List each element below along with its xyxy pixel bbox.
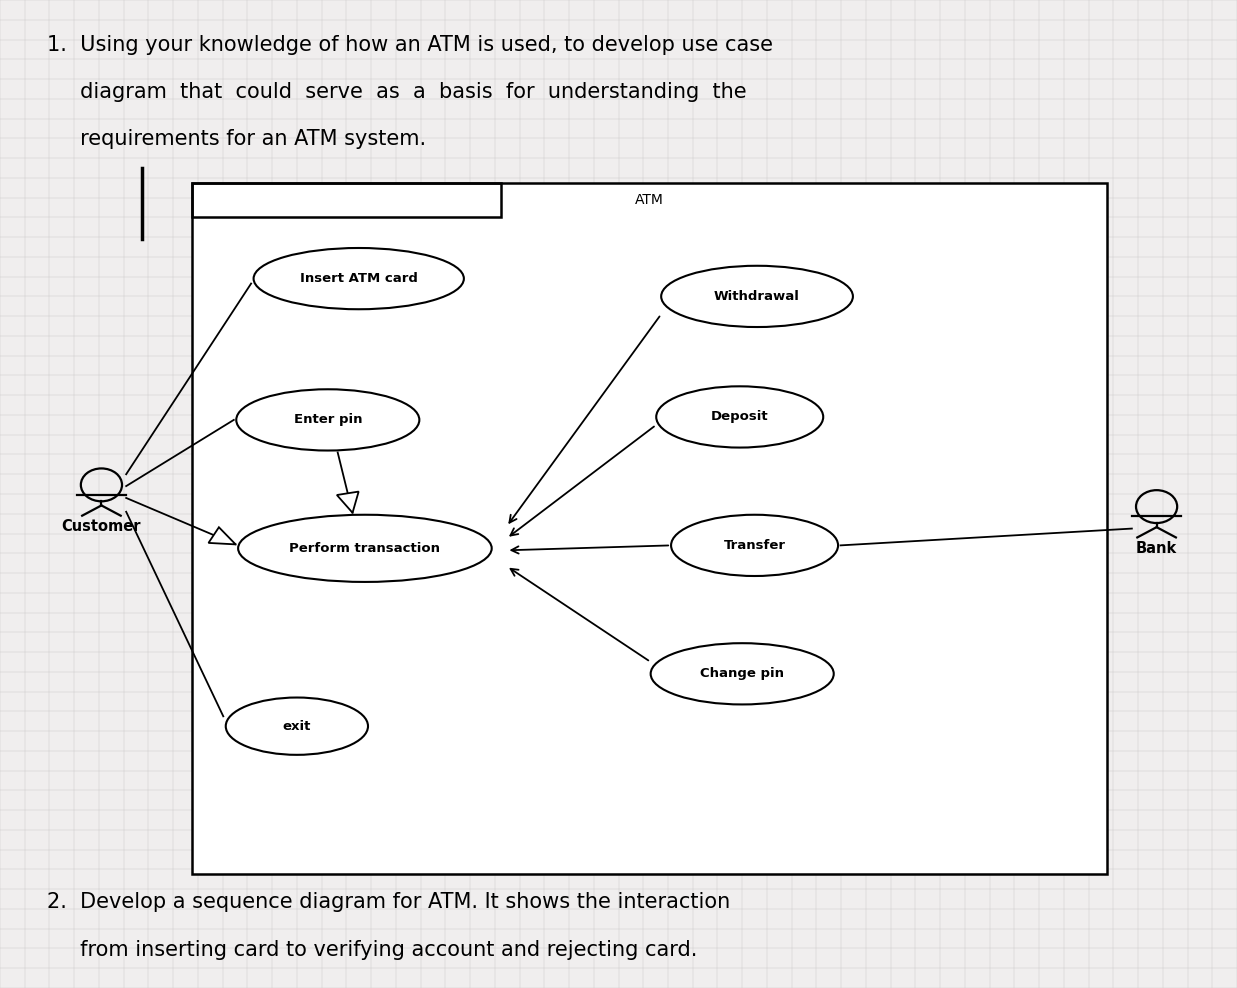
Ellipse shape	[656, 386, 824, 448]
Text: Enter pin: Enter pin	[293, 413, 362, 427]
Polygon shape	[336, 492, 359, 513]
Text: Change pin: Change pin	[700, 667, 784, 681]
Ellipse shape	[225, 698, 369, 755]
Ellipse shape	[670, 515, 837, 576]
Text: from inserting card to verifying account and rejecting card.: from inserting card to verifying account…	[47, 940, 698, 959]
Ellipse shape	[254, 248, 464, 309]
Ellipse shape	[238, 515, 491, 582]
Text: Deposit: Deposit	[711, 410, 768, 424]
Text: Bank: Bank	[1136, 541, 1178, 556]
Ellipse shape	[661, 266, 852, 327]
Text: requirements for an ATM system.: requirements for an ATM system.	[47, 129, 426, 149]
Ellipse shape	[651, 643, 834, 704]
Text: Insert ATM card: Insert ATM card	[299, 272, 418, 286]
Text: Withdrawal: Withdrawal	[714, 289, 800, 303]
Ellipse shape	[236, 389, 419, 451]
Text: exit: exit	[283, 719, 310, 733]
Text: 1.  Using your knowledge of how an ATM is used, to develop use case: 1. Using your knowledge of how an ATM is…	[47, 35, 773, 54]
Text: Perform transaction: Perform transaction	[289, 541, 440, 555]
Text: diagram  that  could  serve  as  a  basis  for  understanding  the: diagram that could serve as a basis for …	[47, 82, 747, 102]
Polygon shape	[209, 528, 235, 544]
Text: Customer: Customer	[62, 520, 141, 535]
FancyBboxPatch shape	[192, 183, 501, 217]
Text: 2.  Develop a sequence diagram for ATM. It shows the interaction: 2. Develop a sequence diagram for ATM. I…	[47, 892, 730, 912]
Text: Transfer: Transfer	[724, 538, 785, 552]
FancyBboxPatch shape	[192, 183, 1107, 874]
Text: ATM: ATM	[635, 193, 664, 207]
